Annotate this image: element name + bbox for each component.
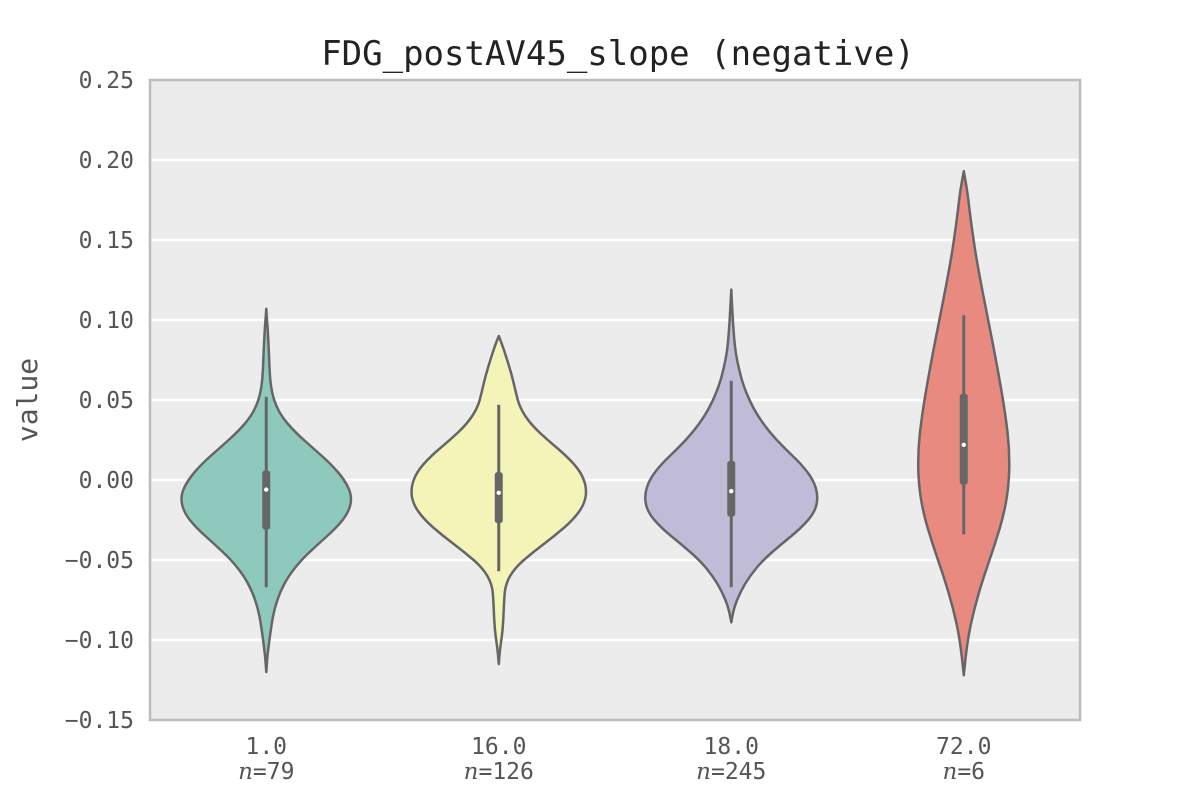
y-tick-label: 0.15 — [79, 228, 134, 254]
y-axis-label: value — [11, 358, 44, 442]
iqr-box — [262, 470, 271, 530]
median-point — [496, 490, 501, 495]
violins — [180, 169, 1011, 677]
y-tick-label: 0.25 — [79, 68, 134, 94]
x-tick-label: 16.0 — [471, 734, 526, 760]
median-point — [961, 442, 966, 447]
iqr-box — [727, 460, 736, 517]
plot-border — [148, 78, 1082, 722]
violin-group — [644, 288, 819, 624]
y-tick-label: −0.05 — [65, 548, 134, 574]
y-tick-label: 0.10 — [79, 308, 134, 334]
violin-group — [916, 169, 1011, 677]
n-count-label: n=6 — [942, 759, 985, 785]
x-tick-label: 18.0 — [704, 734, 759, 760]
n-count-label: n=126 — [464, 759, 534, 785]
iqr-box — [959, 393, 968, 485]
x-tick-label: 72.0 — [936, 734, 991, 760]
median-point — [264, 487, 269, 492]
y-tick-labels: −0.15 −0.10 −0.05 0.00 0.05 0.10 0.15 0.20 0.25 — [65, 68, 134, 734]
y-tick-label: 0.20 — [79, 148, 134, 174]
violin-group — [410, 334, 588, 666]
median-point — [729, 489, 734, 494]
n-count-label: n=79 — [238, 759, 294, 785]
x-tick-labels: 1.0n=79 16.0n=126 18.0n=245 72.0n=6 — [238, 734, 991, 785]
y-tick-label: 0.00 — [79, 468, 134, 494]
y-tick-label: −0.10 — [65, 628, 134, 654]
chart-title: FDG_postAV45_slope (negative) — [321, 34, 915, 74]
y-tick-label: −0.15 — [65, 708, 134, 734]
x-tick-label: 1.0 — [245, 734, 287, 760]
violin-group — [180, 307, 353, 674]
iqr-box — [494, 472, 503, 524]
y-tick-label: 0.05 — [79, 388, 134, 414]
n-count-label: n=245 — [696, 759, 766, 785]
